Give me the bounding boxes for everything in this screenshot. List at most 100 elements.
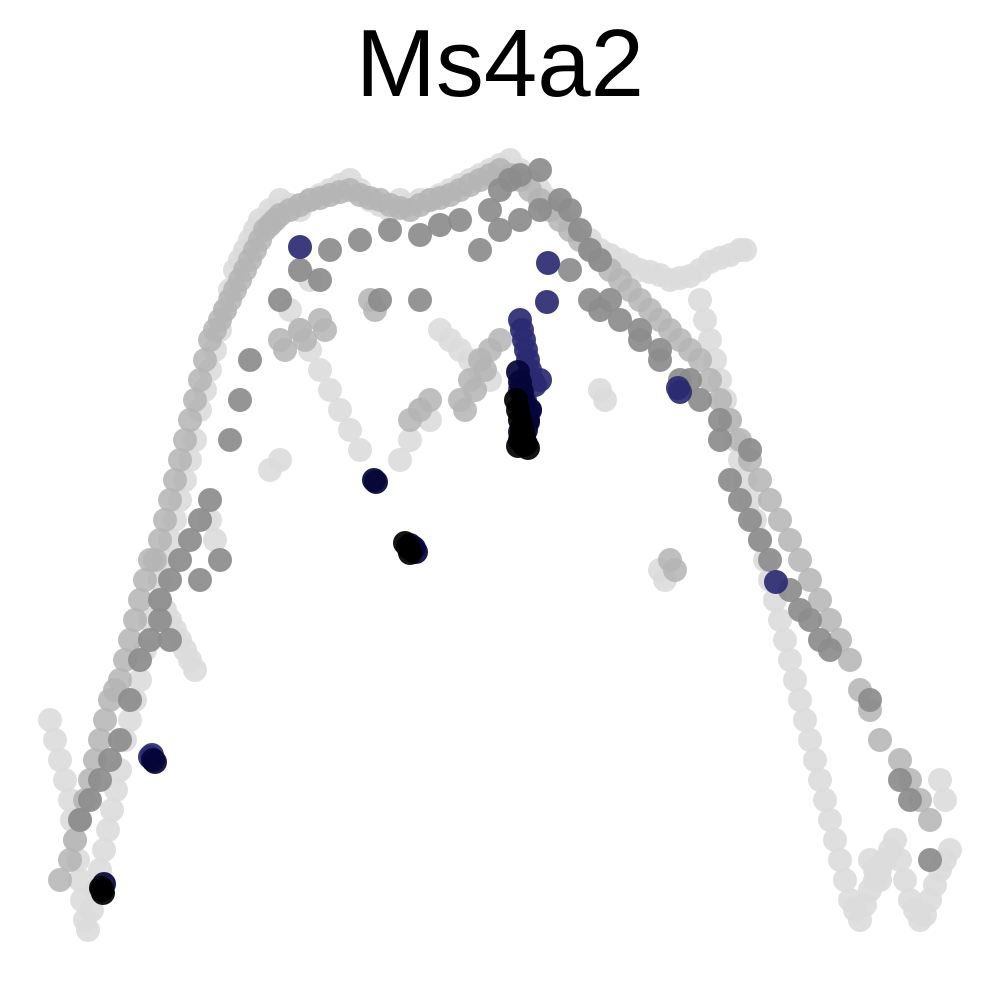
point-high bbox=[536, 251, 560, 275]
point-none bbox=[593, 388, 617, 412]
point-mid bbox=[408, 288, 432, 312]
point-none bbox=[808, 768, 832, 792]
point-none bbox=[308, 358, 332, 382]
point-mid bbox=[888, 768, 912, 792]
point-mid bbox=[468, 238, 492, 262]
point-none bbox=[183, 658, 207, 682]
point-none bbox=[778, 648, 802, 672]
point-black bbox=[398, 541, 422, 565]
point-none bbox=[698, 328, 722, 352]
point-mid bbox=[158, 628, 182, 652]
point-mid bbox=[758, 548, 782, 572]
series-black bbox=[89, 388, 540, 905]
point-none bbox=[693, 308, 717, 332]
point-mid bbox=[628, 318, 652, 342]
point-mid bbox=[428, 213, 452, 237]
point-mid bbox=[688, 388, 712, 412]
point-low bbox=[88, 728, 112, 752]
point-mid bbox=[238, 348, 262, 372]
point-mid bbox=[858, 688, 882, 712]
point-mid bbox=[318, 238, 342, 262]
point-none bbox=[933, 788, 957, 812]
point-none bbox=[938, 838, 962, 862]
point-low bbox=[788, 548, 812, 572]
point-mid bbox=[118, 688, 142, 712]
point-mid bbox=[558, 258, 582, 282]
point-mid bbox=[148, 608, 172, 632]
point-none bbox=[38, 708, 62, 732]
point-low bbox=[58, 848, 82, 872]
point-none bbox=[803, 748, 827, 772]
point-none bbox=[268, 448, 292, 472]
point-none bbox=[388, 448, 412, 472]
point-mid bbox=[488, 218, 512, 242]
point-none bbox=[798, 728, 822, 752]
point-none bbox=[203, 528, 227, 552]
point-max bbox=[143, 750, 167, 774]
point-mid bbox=[348, 228, 372, 252]
point-none bbox=[888, 848, 912, 872]
series-none bbox=[38, 148, 962, 942]
point-none bbox=[928, 768, 952, 792]
point-mid bbox=[558, 198, 582, 222]
point-low bbox=[463, 378, 487, 402]
point-low bbox=[698, 368, 722, 392]
point-mid bbox=[308, 268, 332, 292]
point-low bbox=[868, 728, 892, 752]
point-none bbox=[96, 818, 120, 842]
point-mid bbox=[378, 218, 402, 242]
point-mid bbox=[738, 508, 762, 532]
chart-title: Ms4a2 bbox=[356, 10, 644, 117]
point-mid bbox=[708, 428, 732, 452]
point-low bbox=[758, 488, 782, 512]
point-none bbox=[76, 918, 100, 942]
point-mid bbox=[198, 488, 222, 512]
point-mid bbox=[178, 528, 202, 552]
point-mid bbox=[608, 308, 632, 332]
point-high bbox=[288, 235, 312, 259]
point-low bbox=[173, 428, 197, 452]
point-mid bbox=[568, 218, 592, 242]
point-mid bbox=[168, 548, 192, 572]
point-none bbox=[348, 438, 372, 462]
point-none bbox=[318, 378, 342, 402]
point-low bbox=[63, 828, 87, 852]
point-mid bbox=[228, 388, 252, 412]
point-mid bbox=[528, 198, 552, 222]
point-low bbox=[888, 748, 912, 772]
point-none bbox=[813, 788, 837, 812]
point-none bbox=[92, 838, 116, 862]
point-low bbox=[128, 588, 152, 612]
point-low bbox=[418, 388, 442, 412]
point-max bbox=[364, 470, 388, 494]
point-low bbox=[313, 318, 337, 342]
point-none bbox=[53, 768, 77, 792]
point-none bbox=[818, 808, 842, 832]
point-mid bbox=[898, 788, 922, 812]
point-low bbox=[133, 568, 157, 592]
point-low bbox=[118, 628, 142, 652]
point-low bbox=[818, 608, 842, 632]
point-high bbox=[668, 380, 692, 404]
point-low bbox=[488, 328, 512, 352]
point-mid bbox=[218, 428, 242, 452]
point-mid bbox=[588, 298, 612, 322]
point-low bbox=[918, 808, 942, 832]
point-low bbox=[193, 348, 217, 372]
point-low bbox=[148, 528, 172, 552]
point-none bbox=[828, 848, 852, 872]
point-none bbox=[823, 828, 847, 852]
point-black bbox=[91, 881, 115, 905]
point-mid bbox=[748, 528, 772, 552]
point-none bbox=[883, 828, 907, 852]
point-mid bbox=[708, 408, 732, 432]
point-mid bbox=[268, 288, 292, 312]
point-low bbox=[688, 348, 712, 372]
point-mid bbox=[128, 648, 152, 672]
point-none bbox=[733, 238, 757, 262]
point-low bbox=[798, 568, 822, 592]
point-low bbox=[143, 548, 167, 572]
point-mid bbox=[738, 438, 762, 462]
